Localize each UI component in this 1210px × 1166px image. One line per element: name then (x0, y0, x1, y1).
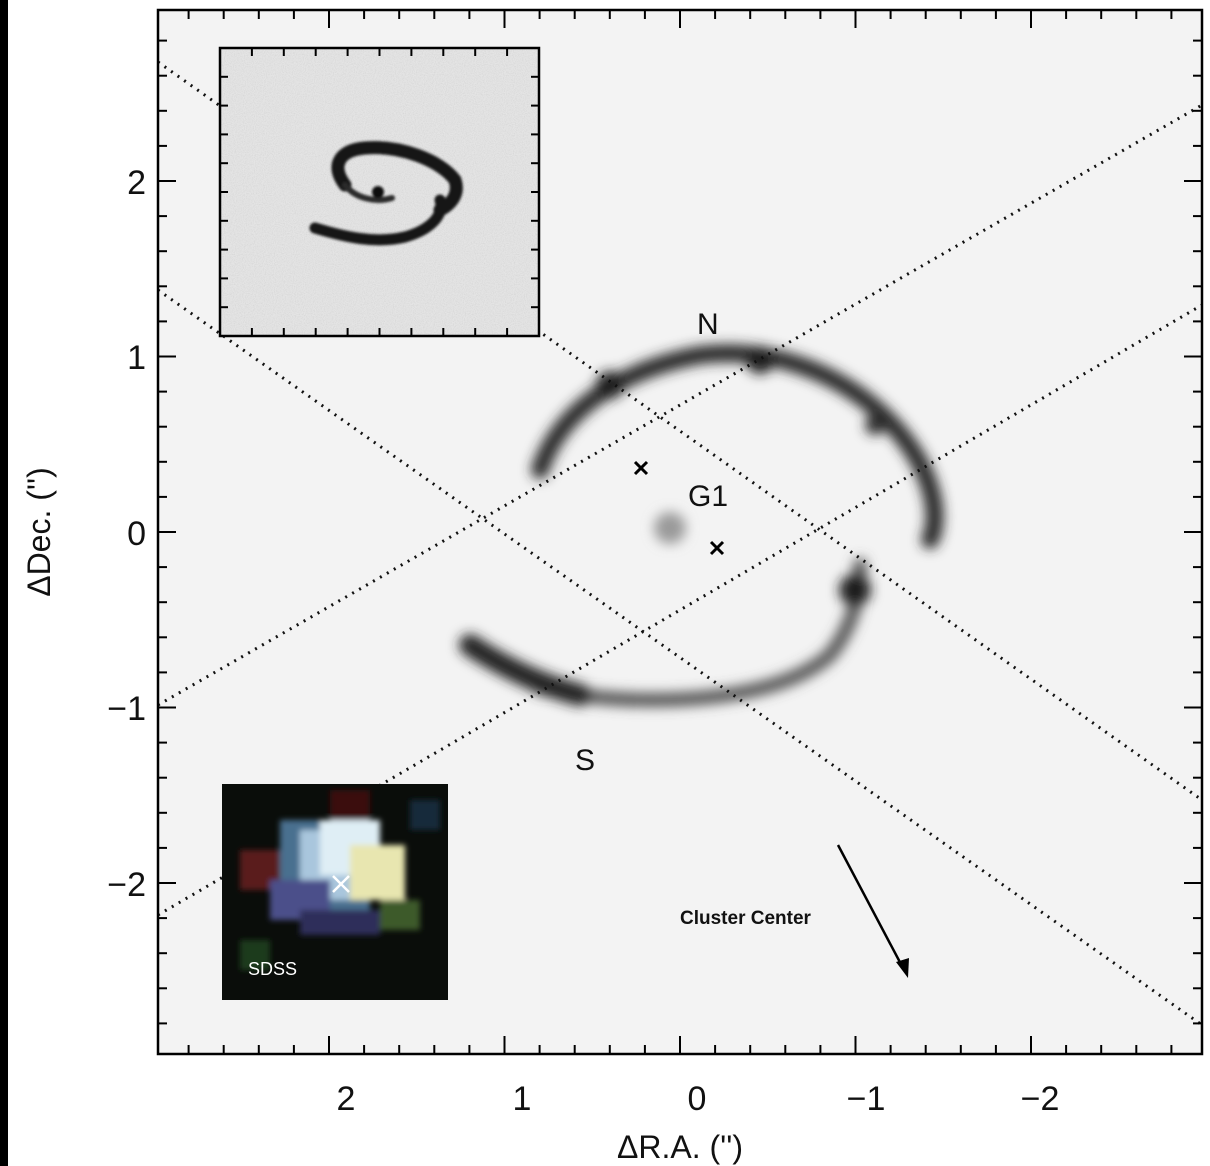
axis-ticks (158, 10, 1202, 1054)
label-south: S (575, 744, 595, 777)
y-tick-label: 1 (127, 339, 146, 377)
y-tick-labels: 2 1 0 −1 −2 (107, 164, 146, 904)
cross-markers (633, 460, 725, 556)
label-g1: G1 (688, 480, 728, 513)
y-tick-label: −1 (107, 690, 146, 728)
sdss-cross-icon (332, 875, 350, 893)
plot-area: SDSS N S G1 Cluster Center (158, 10, 1202, 1054)
sdss-inset: SDSS (222, 784, 448, 1000)
x-tick-label: 0 (688, 1080, 707, 1118)
label-north: N (697, 308, 719, 341)
y-tick-label: −2 (107, 866, 146, 904)
cross-marker-1 (633, 460, 649, 476)
x-axis-title: ΔR.A. ('') (617, 1129, 743, 1165)
label-cluster-center: Cluster Center (680, 908, 812, 929)
hst-inset (218, 46, 541, 338)
x-tick-label: 1 (513, 1080, 532, 1118)
cross-marker-2 (709, 540, 725, 556)
cluster-center-arrow (836, 844, 909, 978)
y-tick-label: 2 (127, 164, 146, 202)
y-tick-label: 0 (127, 515, 146, 553)
x-tick-label: −1 (847, 1080, 886, 1118)
y-axis-title: ΔDec. ('') (21, 467, 57, 597)
x-tick-label: −2 (1021, 1080, 1060, 1118)
sdss-label: SDSS (248, 959, 297, 979)
x-tick-label: 2 (337, 1080, 356, 1118)
x-tick-labels: 2 1 0 −1 −2 (337, 1080, 1060, 1118)
